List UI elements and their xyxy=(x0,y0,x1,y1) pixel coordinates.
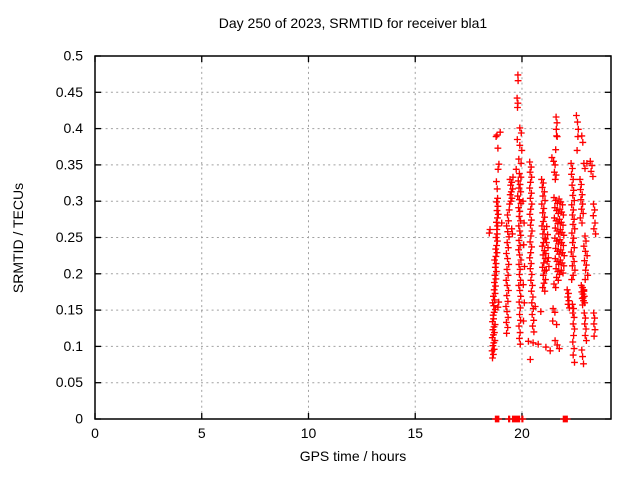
svg-text:20: 20 xyxy=(514,425,530,441)
tick-marks xyxy=(94,55,611,420)
x-axis-label: GPS time / hours xyxy=(299,448,407,464)
svg-text:0.1: 0.1 xyxy=(64,338,84,354)
svg-text:15: 15 xyxy=(407,425,423,441)
chart-title: Day 250 of 2023, SRMTID for receiver bla… xyxy=(218,15,488,31)
svg-text:0.4: 0.4 xyxy=(64,120,84,136)
gridlines xyxy=(94,55,611,420)
scatter-points xyxy=(485,71,599,423)
x-tick-labels: 0 5 10 15 20 xyxy=(91,425,530,441)
svg-text:0.5: 0.5 xyxy=(64,48,84,64)
svg-text:0.45: 0.45 xyxy=(56,84,83,100)
svg-text:5: 5 xyxy=(198,425,206,441)
svg-text:0.05: 0.05 xyxy=(56,374,83,390)
y-axis-label: SRMTID / TECUs xyxy=(10,182,26,294)
svg-text:0: 0 xyxy=(91,425,99,441)
svg-text:0.35: 0.35 xyxy=(56,156,83,172)
svg-text:0.2: 0.2 xyxy=(64,265,84,281)
plot-border xyxy=(94,55,612,420)
y-tick-labels: 0 0.05 0.1 0.15 0.2 0.25 0.3 0.35 0.4 0.45 0.5 xyxy=(56,48,83,427)
svg-text:0.25: 0.25 xyxy=(56,229,83,245)
svg-text:0.15: 0.15 xyxy=(56,302,83,318)
svg-text:0.3: 0.3 xyxy=(64,193,84,209)
svg-text:10: 10 xyxy=(301,425,317,441)
svg-text:0: 0 xyxy=(75,411,83,427)
